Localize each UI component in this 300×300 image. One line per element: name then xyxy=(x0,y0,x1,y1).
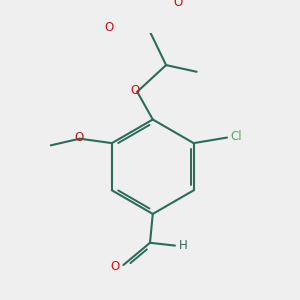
Text: O: O xyxy=(111,260,120,273)
Text: O: O xyxy=(105,21,114,34)
Text: O: O xyxy=(174,0,183,9)
Text: H: H xyxy=(179,239,188,252)
Text: O: O xyxy=(74,131,83,144)
Text: O: O xyxy=(130,84,140,97)
Text: Cl: Cl xyxy=(230,130,242,143)
